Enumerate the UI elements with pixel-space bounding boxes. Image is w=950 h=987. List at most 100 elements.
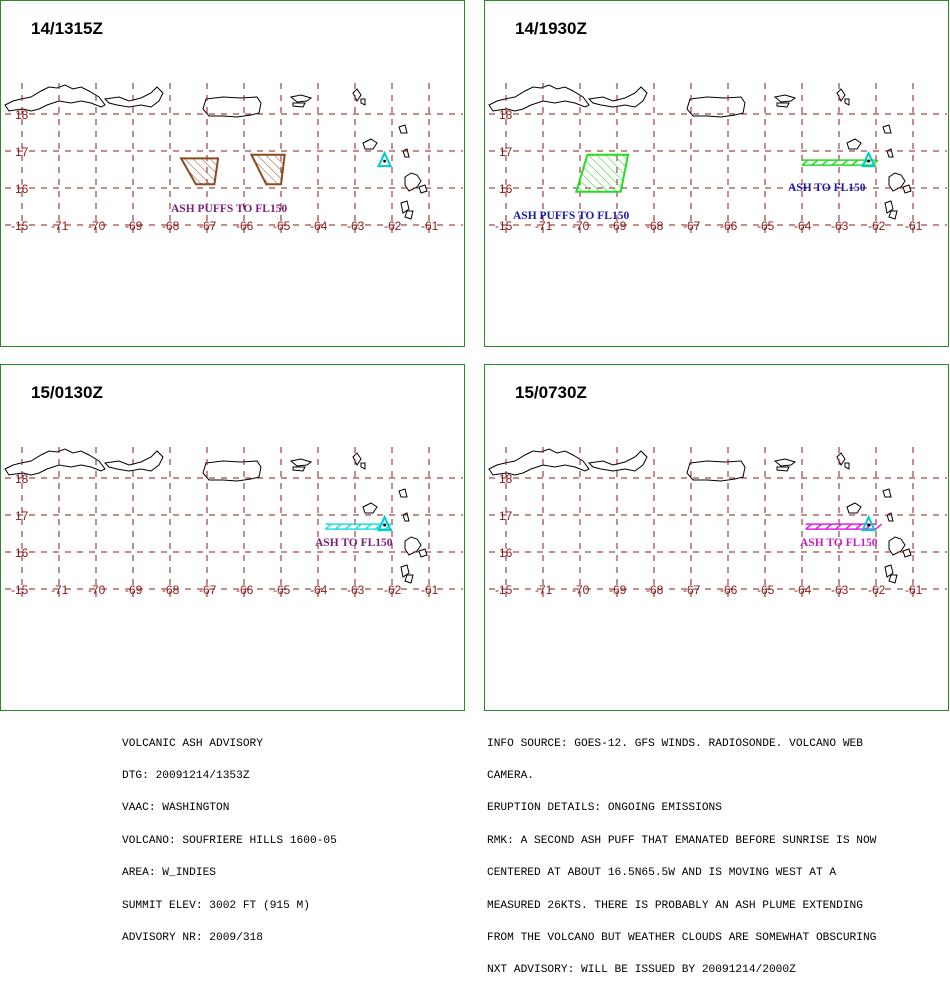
lon-label: -70 xyxy=(88,583,106,597)
plume-hatch xyxy=(875,523,883,530)
lat-label: -15 xyxy=(11,219,29,233)
lon-label: -66 xyxy=(720,583,738,597)
coastline xyxy=(404,210,414,220)
advisory-line: VAAC: WASHINGTON xyxy=(122,802,230,815)
map-svg: 18 17 16 -15 -71 -70 -69 -68 -67 -66 -65 -64 -63 -62 -… xyxy=(4,447,463,601)
lat-label: 17 xyxy=(499,145,513,159)
plume-hatch xyxy=(831,159,839,166)
lon-label: -67 xyxy=(683,219,701,233)
coastline xyxy=(289,94,313,103)
coastline xyxy=(400,564,410,578)
panel-time: 15/0730Z xyxy=(515,383,587,402)
ash-label: ASH PUFFS TO FL150 xyxy=(513,210,629,222)
plume-hatch xyxy=(815,523,823,530)
coastline xyxy=(844,98,850,106)
panel-2: 14/1930Z 18 17 16 -15 -71 -70 -69 -68 -67 -66 -65 -… xyxy=(484,0,949,347)
coastline xyxy=(402,512,410,522)
lat-label: 18 xyxy=(15,472,29,486)
ash-label: ASH TO FL150 xyxy=(800,537,878,549)
lon-label: -66 xyxy=(720,219,738,233)
coastline xyxy=(360,462,366,470)
map-svg: 18 17 16 -15 -71 -70 -69 -68 -67 -66 -65 -64 -63 -62 -… xyxy=(488,83,947,237)
coastline xyxy=(400,200,410,214)
coastline xyxy=(888,210,898,220)
coastline xyxy=(882,124,892,134)
advisory-line: CAMERA. xyxy=(487,769,534,782)
lon-label: -64 xyxy=(794,583,812,597)
coastline xyxy=(888,536,906,556)
lon-label: -61 xyxy=(421,219,439,233)
lat-label: 16 xyxy=(499,182,513,196)
lon-label: -67 xyxy=(199,219,217,233)
advisory-line: VOLCANO: SOUFRIERE HILLS 1600-05 xyxy=(122,834,337,847)
advisory-line: RMK: A SECOND ASH PUFF THAT EMANATED BEF… xyxy=(487,834,877,847)
advisory-line: INFO SOURCE: GOES-12. GFS WINDS. RADIOSO… xyxy=(487,737,863,750)
lon-label: -68 xyxy=(162,583,180,597)
ash-label-secondary: ASH TO FL150 xyxy=(788,182,866,194)
plume-hatch xyxy=(851,159,859,166)
plume-hatch xyxy=(825,523,833,530)
volcano-vent xyxy=(383,523,386,527)
coastline xyxy=(884,564,894,578)
plume-hatch xyxy=(855,523,863,530)
plume-hatch xyxy=(344,523,352,530)
advisory-line: SUMMIT ELEV: 3002 FT (915 M) xyxy=(122,899,310,912)
lon-label: -68 xyxy=(162,219,180,233)
lon-label: -67 xyxy=(199,583,217,597)
lon-label: -65 xyxy=(757,219,775,233)
lat-label: 17 xyxy=(499,509,513,523)
volcano-icon xyxy=(377,150,393,168)
volcano-vent xyxy=(383,159,386,163)
lon-label: -62 xyxy=(384,583,402,597)
lat-label: -15 xyxy=(495,583,513,597)
coastline xyxy=(686,460,746,482)
coastline xyxy=(402,148,410,158)
ash-area xyxy=(574,153,630,193)
lon-label: -64 xyxy=(794,219,812,233)
lon-label: -68 xyxy=(646,583,664,597)
map-svg: 18 17 16 -15 -71 -70 -69 -68 -67 -66 -65 -64 -63 -62 -… xyxy=(4,83,463,237)
coastline xyxy=(836,88,846,102)
coastline xyxy=(202,96,262,118)
lon-label: -63 xyxy=(347,219,365,233)
lon-label: -66 xyxy=(236,583,254,597)
coastline xyxy=(844,462,850,470)
coastline xyxy=(360,98,366,106)
coastline xyxy=(4,448,106,476)
coastline xyxy=(888,574,898,584)
coastline xyxy=(587,450,648,472)
plume-hatch xyxy=(364,523,372,530)
coastline xyxy=(488,84,590,112)
advisory-line: FROM THE VOLCANO BUT WEATHER CLOUDS ARE … xyxy=(487,931,877,944)
lat-label: -15 xyxy=(11,583,29,597)
lon-label: -61 xyxy=(905,583,923,597)
lon-label: -66 xyxy=(236,219,254,233)
advisory-line: ADVISORY NR: 2009/318 xyxy=(122,931,263,944)
lon-label: -61 xyxy=(421,583,439,597)
coastline xyxy=(884,200,894,214)
lat-label: 18 xyxy=(499,472,513,486)
coastline xyxy=(846,502,862,514)
plume-hatch xyxy=(354,523,362,530)
lon-label: -71 xyxy=(51,219,69,233)
lat-label: 17 xyxy=(15,509,29,523)
coastline xyxy=(902,184,912,194)
volcano-vent xyxy=(867,159,870,163)
lon-label: -63 xyxy=(831,583,849,597)
lon-label: -64 xyxy=(310,583,328,597)
ash-label: ASH TO FL150 xyxy=(315,537,393,549)
lon-label: -65 xyxy=(273,583,291,597)
plume-hatch xyxy=(811,159,819,166)
volcano-icon xyxy=(861,150,877,168)
lat-label: 18 xyxy=(15,108,29,122)
ash-area xyxy=(249,153,286,186)
lat-label: 17 xyxy=(15,145,29,159)
coastline xyxy=(836,452,846,466)
plume-hatch xyxy=(324,523,332,530)
coastline xyxy=(587,86,648,108)
lon-label: -70 xyxy=(572,219,590,233)
coastline xyxy=(398,124,408,134)
plume-hatch xyxy=(865,523,873,530)
advisory-line: CENTERED AT ABOUT 16.5N65.5W AND IS MOVI… xyxy=(487,867,837,880)
coastline xyxy=(103,450,164,472)
